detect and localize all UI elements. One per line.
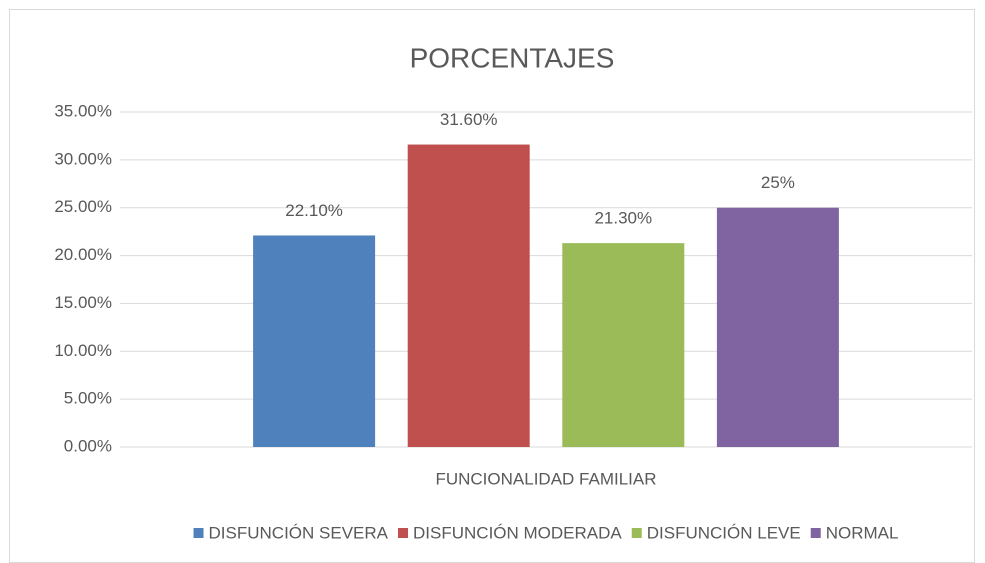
x-tick-label: FUNCIONALIDAD FAMILIAR (435, 469, 656, 488)
legend-label: DISFUNCIÓN SEVERA (209, 523, 389, 542)
bar (253, 235, 376, 447)
y-tick-label: 0.00% (64, 436, 112, 455)
legend-swatch (193, 528, 204, 538)
value-label: 21.30% (594, 209, 652, 228)
y-tick-label: 25.00% (54, 197, 112, 216)
value-label: 31.60% (440, 110, 498, 129)
chart-title: PORCENTAJES (410, 42, 615, 73)
bar (716, 207, 839, 447)
y-tick-label: 10.00% (54, 341, 112, 360)
bar (407, 144, 530, 448)
legend-swatch (810, 528, 821, 538)
legend-swatch (398, 528, 409, 538)
bar (562, 243, 685, 447)
y-tick-label: 35.00% (54, 101, 112, 120)
y-tick-label: 20.00% (54, 245, 112, 264)
legend-label: DISFUNCIÓN MODERADA (413, 523, 622, 542)
legend-label: NORMAL (826, 523, 899, 542)
legend-swatch (631, 528, 642, 538)
y-tick-label: 30.00% (54, 149, 112, 168)
value-label: 25% (761, 173, 795, 192)
y-tick-label: 15.00% (54, 293, 112, 312)
value-label: 22.10% (285, 201, 343, 220)
y-tick-label: 5.00% (64, 389, 112, 408)
legend-label: DISFUNCIÓN LEVE (647, 523, 801, 542)
